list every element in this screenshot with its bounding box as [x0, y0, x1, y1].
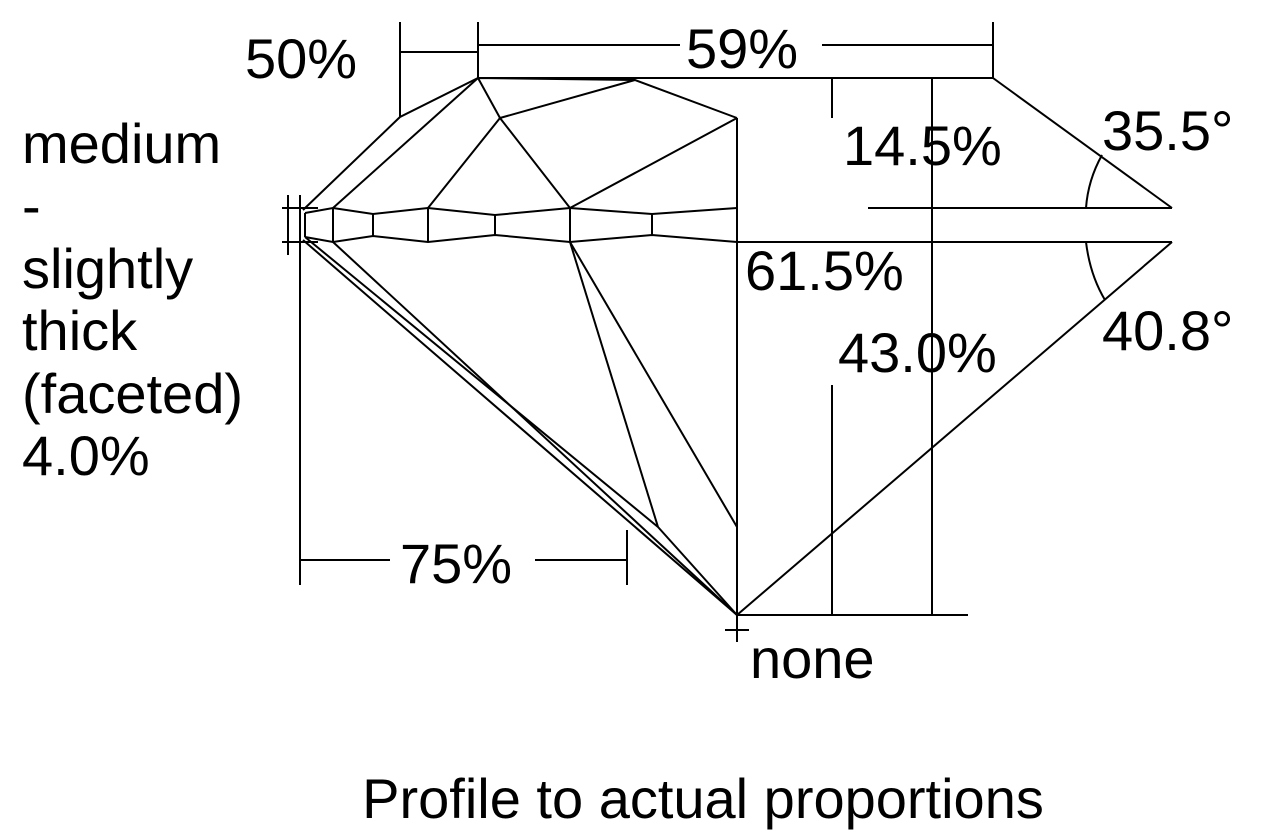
- crown-angle-label: 35.5°: [1102, 99, 1233, 162]
- girdle-label: thick: [22, 299, 138, 362]
- girdle-label: medium: [22, 112, 221, 175]
- table-label: 59%: [686, 17, 798, 80]
- pavilion-angle-label: 40.8°: [1102, 299, 1233, 362]
- culet-label: none: [750, 627, 875, 690]
- pavilion-depth-label: 43.0%: [838, 321, 997, 384]
- total-depth-label: 61.5%: [745, 239, 904, 302]
- crown-height-label: 14.5%: [843, 114, 1002, 177]
- profile-drawing: [282, 22, 1173, 642]
- caption: Profile to actual proportions: [362, 767, 1044, 830]
- girdle-label: -: [22, 174, 41, 237]
- star-length-label: 50%: [245, 27, 357, 90]
- lower-half-label: 75%: [400, 532, 512, 595]
- girdle-label: slightly: [22, 237, 193, 300]
- girdle-label: 4.0%: [22, 424, 150, 487]
- girdle-label: (faceted): [22, 362, 243, 425]
